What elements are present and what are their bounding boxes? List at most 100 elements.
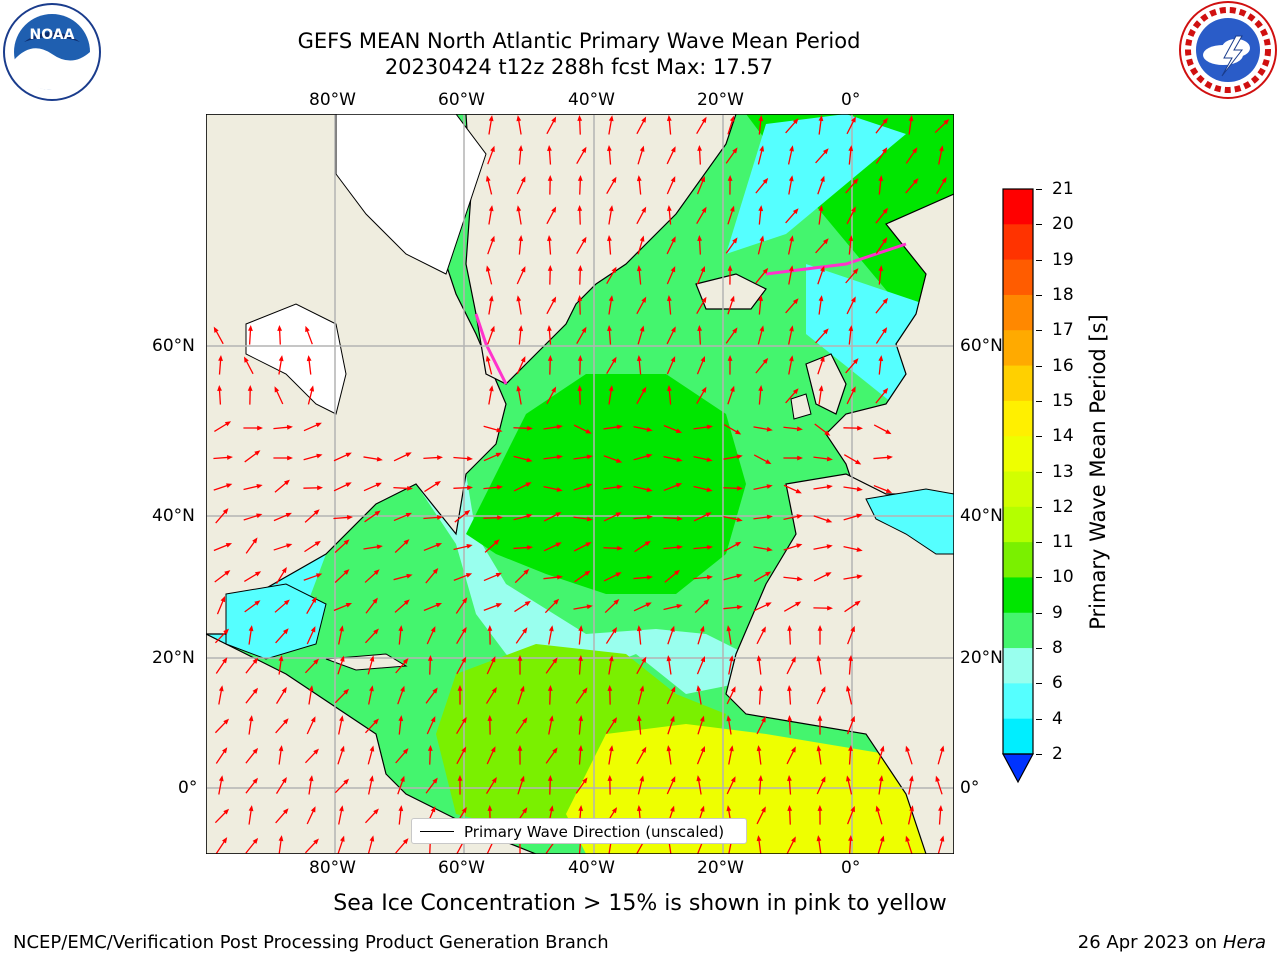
wave-arrow-head	[908, 115, 914, 122]
wave-arrow-head	[252, 537, 258, 544]
wave-arrow-head	[223, 808, 230, 815]
wave-arrow-head	[461, 716, 467, 724]
wave-arrow-head	[607, 775, 613, 781]
wave-arrow-head	[699, 625, 705, 632]
sea-ice-edge-labrador	[474, 313, 508, 385]
map-panel: Primary Wave Direction (unscaled)	[205, 113, 955, 855]
wave-arrow-head	[551, 116, 557, 123]
wave-arrow-head	[616, 484, 623, 490]
wave-arrow-head	[666, 745, 672, 752]
wave-arrow-head	[313, 658, 319, 665]
wave-arrow-head	[875, 805, 881, 812]
wave-arrow-head	[850, 625, 855, 633]
wave-arrow-head	[461, 746, 467, 753]
colorbar-band	[1003, 648, 1033, 684]
wave-arrow-head	[939, 745, 945, 752]
wave-arrow-head	[578, 715, 584, 722]
wave-arrow-head	[639, 325, 645, 332]
wave-arrow-head	[467, 485, 473, 491]
wave-arrow-head	[939, 835, 945, 842]
wave-arrow-head	[729, 295, 735, 302]
wave-arrow-head	[879, 745, 885, 752]
wave-arrow-head	[817, 805, 823, 811]
wave-arrow-head	[726, 625, 732, 632]
wave-arrow-head	[551, 296, 557, 303]
wave-arrow-head	[851, 296, 856, 303]
wave-arrow-head	[400, 775, 405, 783]
wave-arrow-head	[339, 745, 345, 752]
wave-arrow-head	[403, 599, 410, 606]
wave-arrow-head	[398, 625, 404, 632]
wave-arrow-head	[706, 424, 713, 430]
wave-arrow-head	[313, 509, 320, 515]
wave-arrow-head	[848, 235, 854, 242]
footer-left: NCEP/EMC/Verification Post Processing Pr…	[13, 932, 609, 953]
lat-label-left-0: 0°	[178, 778, 198, 798]
wave-arrow-head	[826, 518, 833, 523]
wave-arrow-head	[787, 775, 792, 782]
wave-arrow-head	[701, 116, 707, 124]
wave-arrow-head	[737, 485, 743, 491]
central-green-zone	[466, 374, 746, 594]
wave-arrow-head	[556, 574, 563, 580]
wave-arrow-head	[586, 516, 593, 522]
wave-arrow-head	[676, 603, 683, 609]
wave-arrow-head	[488, 115, 494, 122]
wave-arrow-head	[762, 357, 769, 364]
wave-arrow-head	[405, 452, 412, 458]
wave-arrow-head	[317, 485, 323, 491]
colorbar-tick-mark	[1036, 294, 1042, 296]
wave-arrow-head	[525, 482, 532, 487]
wave-arrow-head	[816, 655, 822, 662]
wave-arrow-head	[466, 456, 473, 461]
wave-arrow-head	[935, 775, 941, 782]
wave-arrow-head	[221, 837, 228, 844]
wave-arrow-head	[582, 777, 588, 784]
wave-arrow-head	[487, 715, 493, 721]
wave-arrow-head	[905, 745, 911, 752]
colorbar-bands	[1001, 188, 1035, 784]
wave-arrow-head	[547, 685, 553, 691]
wave-arrow-head	[761, 806, 766, 813]
colorbar-tick-label: 21	[1052, 179, 1074, 199]
wave-arrow-head	[824, 430, 831, 436]
wave-arrow-head	[645, 602, 652, 608]
wave-arrow-head	[848, 325, 854, 332]
wave-arrow-head	[669, 805, 675, 812]
wave-arrow-head	[547, 145, 552, 151]
wave-arrow-head	[224, 570, 231, 576]
wave-arrow-head	[577, 385, 583, 391]
wave-arrow-head	[611, 266, 617, 273]
wave-arrow-head	[339, 835, 345, 842]
wave-arrow-head	[584, 570, 591, 576]
wave-arrow-head	[608, 385, 614, 392]
wave-arrow-head	[436, 515, 443, 520]
wave-arrow-head	[285, 512, 292, 518]
wave-arrow-head	[516, 295, 522, 302]
wave-arrow-head	[252, 657, 259, 664]
gulf-of-mexico	[225, 583, 327, 660]
chart-title-line2: 20230424 t12z 288h fcst Max: 17.57	[384, 55, 774, 79]
wave-arrow-head	[218, 685, 224, 692]
wave-arrow-head	[789, 145, 794, 152]
wave-arrow-head	[676, 544, 683, 550]
wave-arrow-head	[845, 685, 851, 692]
wave-arrow-head	[465, 573, 473, 578]
wave-arrow-head	[519, 685, 525, 692]
wave-arrow-head	[759, 325, 765, 332]
wave-arrow-head	[817, 715, 823, 721]
wave-arrow-head	[732, 237, 738, 244]
colorbar-tick-mark	[1036, 683, 1042, 685]
wave-arrow-head	[852, 358, 859, 365]
wave-arrow-head	[490, 145, 495, 153]
wave-arrow-head	[373, 718, 379, 725]
wave-arrow-head	[816, 835, 822, 842]
wave-arrow-head	[758, 775, 763, 781]
wave-arrow-head	[726, 805, 732, 812]
wave-arrow-head	[636, 715, 642, 722]
wave-arrow-head	[727, 175, 733, 181]
colorbar	[1000, 186, 1036, 786]
wave-arrow-head	[736, 573, 743, 579]
lon-label-bottom-60w: 60°W	[438, 858, 485, 878]
wave-arrow-head	[765, 459, 772, 465]
